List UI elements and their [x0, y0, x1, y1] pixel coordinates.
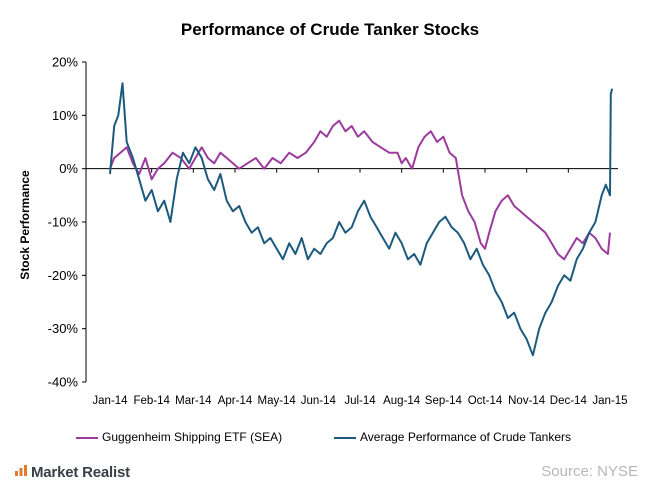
chart-plot: 20% 10% 0% -10% -20% -30% -40% Jan-14 Feb-14 Mar… — [18, 55, 628, 408]
legend-swatch-sea — [76, 436, 98, 439]
y-tick-label: 10% — [52, 108, 78, 123]
x-tick-label: Sep-14 — [425, 395, 463, 407]
x-tick-label: Feb-14 — [133, 395, 170, 407]
y-axis: 20% 10% 0% -10% -20% -30% -40% — [48, 55, 87, 390]
y-tick-label: 0% — [59, 161, 78, 176]
brand-name: Market Realist — [31, 463, 130, 481]
x-tick-label: Nov-14 — [508, 395, 546, 407]
x-tick-label: Aug-14 — [383, 395, 421, 407]
y-tick-label: 20% — [52, 55, 78, 70]
chart-title: Performance of Crude Tanker Stocks — [180, 20, 480, 39]
x-tick-label: Jun-14 — [301, 395, 337, 407]
x-tick-label: Dec-14 — [550, 395, 588, 407]
y-tick-label: -30% — [48, 321, 79, 336]
series-line-crude-tankers — [109, 82, 614, 357]
x-tick-label: Oct-14 — [468, 395, 503, 407]
series-layer — [109, 82, 614, 357]
x-axis: Jan-14 Feb-14 Mar-14 Apr-14 May-14 Jun-14 Jul-… — [86, 168, 628, 407]
market-realist-logo-icon — [14, 463, 28, 481]
y-axis-label: Stock Performance — [18, 170, 32, 280]
brand-logo: Market Realist — [14, 463, 130, 481]
x-tick-label: Mar-14 — [175, 395, 212, 407]
series-line-sea — [109, 119, 611, 261]
x-tick-label: Jan-14 — [92, 395, 128, 407]
x-tick-label: Apr-14 — [218, 395, 253, 407]
legend-item-sea: Guggenheim Shipping ETF (SEA) — [76, 430, 282, 444]
source-note: Source: NYSE — [541, 463, 638, 480]
legend-item-crude: Average Performance of Crude Tankers — [334, 430, 571, 444]
x-tick-label: May-14 — [257, 395, 296, 407]
legend-label-sea: Guggenheim Shipping ETF (SEA) — [102, 430, 283, 444]
x-tick-label: Jan-15 — [592, 395, 627, 407]
y-tick-label: -20% — [48, 268, 79, 283]
x-tick-label: Jul-14 — [344, 395, 376, 407]
legend-swatch-crude — [334, 436, 356, 439]
y-tick-label: -40% — [48, 375, 79, 390]
legend-label-crude: Average Performance of Crude Tankers — [360, 430, 572, 444]
y-tick-label: -10% — [48, 215, 79, 230]
